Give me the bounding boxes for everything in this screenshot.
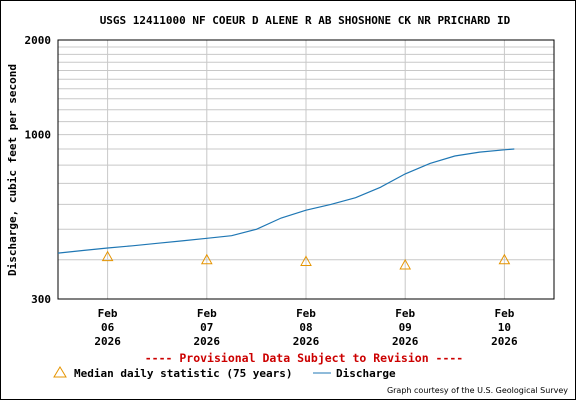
x-tick-label-day: 06 <box>101 321 115 334</box>
x-tick-label-month: Feb <box>395 307 415 320</box>
legend-discharge-label: Discharge <box>336 367 396 380</box>
x-tick-label-month: Feb <box>197 307 217 320</box>
median-triangle-marker <box>300 255 312 266</box>
discharge-line <box>57 148 515 254</box>
x-tick-label-month: Feb <box>494 307 514 320</box>
x-tick-label-month: Feb <box>296 307 316 320</box>
x-tick-label-month: Feb <box>98 307 118 320</box>
median-triangle-marker <box>399 258 412 270</box>
chart-title: USGS 12411000 NF COEUR D ALENE R AB SHOS… <box>100 14 511 27</box>
legend-median-triangle-icon <box>53 366 67 378</box>
grid-lines <box>58 40 554 299</box>
legend: Median daily statistic (75 years) Discha… <box>53 366 396 380</box>
provisional-notice: ---- Provisional Data Subject to Revisio… <box>145 351 464 365</box>
x-tick-label-day: 10 <box>498 321 511 334</box>
x-tick-label-year: 2026 <box>392 335 419 348</box>
y-tick-label: 1000 <box>25 129 52 142</box>
x-tick-labels: Feb062026Feb072026Feb082026Feb092026Feb1… <box>94 307 518 348</box>
median-triangle-marker <box>498 253 511 265</box>
x-tick-label-year: 2026 <box>293 335 320 348</box>
plot-area <box>57 39 555 300</box>
x-tick-label-year: 2026 <box>194 335 221 348</box>
median-triangle-marker <box>200 253 213 265</box>
x-tick-label-day: 07 <box>200 321 213 334</box>
data-series <box>57 148 515 270</box>
y-tick-label: 300 <box>31 293 51 306</box>
x-tick-label-day: 09 <box>399 321 412 334</box>
x-tick-label-year: 2026 <box>94 335 121 348</box>
x-tick-label-year: 2026 <box>491 335 518 348</box>
y-tick-labels: 300 1000 2000 <box>25 34 52 306</box>
graph-credit: Graph courtesy of the U.S. Geological Su… <box>387 386 568 395</box>
median-triangle-marker <box>101 250 114 262</box>
x-tick-label-day: 08 <box>299 321 312 334</box>
legend-median-label: Median daily statistic (75 years) <box>74 367 293 380</box>
y-axis-label: Discharge, cubic feet per second <box>6 64 19 276</box>
y-tick-label: 2000 <box>25 34 52 47</box>
